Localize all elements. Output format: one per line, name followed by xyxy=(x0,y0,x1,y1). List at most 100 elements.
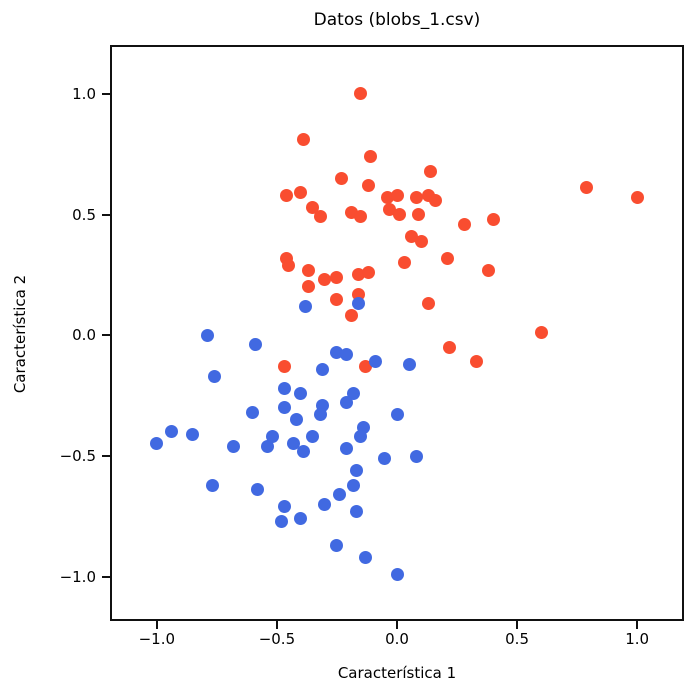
data-point-cluster-blue xyxy=(251,483,265,497)
data-point-cluster-red xyxy=(296,133,310,147)
data-point-cluster-red xyxy=(361,266,375,279)
data-point-cluster-red xyxy=(280,188,294,202)
y-tick-mark xyxy=(102,213,110,216)
data-point-cluster-red xyxy=(354,210,368,224)
data-point-cluster-blue xyxy=(164,425,178,439)
data-point-cluster-blue xyxy=(207,369,221,383)
data-point-cluster-red xyxy=(457,217,471,231)
data-point-cluster-red xyxy=(390,188,404,202)
data-point-cluster-blue xyxy=(378,451,392,465)
data-point-cluster-blue xyxy=(299,299,313,313)
y-tick-label: −1.0 xyxy=(59,567,96,586)
data-point-cluster-red xyxy=(330,270,344,284)
data-point-cluster-red xyxy=(330,292,344,306)
data-point-cluster-red xyxy=(364,150,378,164)
data-point-cluster-blue xyxy=(330,538,344,552)
x-tick-label: −1.0 xyxy=(138,630,176,648)
data-point-cluster-blue xyxy=(205,478,219,492)
x-tick-label: 1.0 xyxy=(625,630,650,648)
data-point-cluster-red xyxy=(361,179,375,193)
data-point-cluster-blue xyxy=(200,328,214,342)
data-point-cluster-red xyxy=(301,280,315,294)
data-point-cluster-red xyxy=(412,208,426,222)
data-point-cluster-red xyxy=(397,256,411,270)
data-point-cluster-blue xyxy=(390,567,404,581)
data-point-cluster-blue xyxy=(352,297,366,311)
data-point-cluster-red xyxy=(294,186,308,200)
data-point-cluster-blue xyxy=(277,401,291,415)
y-tick-label: 1.0 xyxy=(72,84,96,103)
data-point-cluster-blue xyxy=(354,430,368,444)
x-tick-mark xyxy=(396,621,398,629)
data-point-cluster-red xyxy=(409,191,423,205)
data-point-cluster-blue xyxy=(359,550,373,564)
data-point-cluster-red xyxy=(481,263,495,277)
data-point-cluster-blue xyxy=(349,464,363,478)
y-tick-label: 0.0 xyxy=(72,326,96,345)
data-point-cluster-blue xyxy=(294,386,308,400)
data-point-cluster-red xyxy=(580,181,594,195)
x-tick-label: 0.5 xyxy=(505,630,529,648)
data-point-cluster-blue xyxy=(260,439,274,453)
data-point-cluster-blue xyxy=(313,408,327,422)
x-tick-label: 0.0 xyxy=(385,630,409,648)
data-point-cluster-red xyxy=(354,87,368,101)
data-point-cluster-red xyxy=(301,263,315,277)
x-tick-mark xyxy=(275,621,278,629)
data-point-cluster-red xyxy=(282,258,296,272)
data-point-cluster-blue xyxy=(340,396,354,410)
data-point-cluster-blue xyxy=(306,430,320,444)
data-point-cluster-red xyxy=(534,326,548,340)
data-point-cluster-blue xyxy=(409,449,423,463)
data-point-cluster-red xyxy=(424,164,438,178)
data-point-cluster-blue xyxy=(318,497,332,511)
y-tick-label: −0.5 xyxy=(59,447,96,466)
y-tick-mark xyxy=(102,92,110,95)
data-point-cluster-red xyxy=(428,193,442,207)
data-point-cluster-red xyxy=(313,210,327,224)
data-point-cluster-red xyxy=(630,191,644,205)
data-point-cluster-red xyxy=(469,355,483,369)
data-point-cluster-red xyxy=(335,171,349,185)
data-point-cluster-red xyxy=(440,251,454,265)
data-point-cluster-red xyxy=(421,297,435,311)
data-point-cluster-blue xyxy=(340,348,354,362)
y-axis-label: Característica 2 xyxy=(11,274,29,394)
x-tick-mark xyxy=(155,621,158,629)
x-tick-mark xyxy=(516,621,519,629)
data-point-cluster-red xyxy=(486,212,500,226)
data-point-cluster-blue xyxy=(332,488,346,502)
data-point-cluster-red xyxy=(344,309,358,323)
data-point-cluster-red xyxy=(443,340,457,354)
data-point-cluster-blue xyxy=(296,444,310,458)
data-point-cluster-blue xyxy=(186,427,200,441)
data-point-cluster-blue xyxy=(340,442,354,456)
data-point-cluster-blue xyxy=(265,430,279,444)
data-point-cluster-red xyxy=(318,273,332,287)
data-point-cluster-blue xyxy=(349,505,363,519)
data-point-cluster-red xyxy=(392,208,406,222)
data-point-cluster-blue xyxy=(227,439,241,453)
data-point-cluster-blue xyxy=(277,381,291,395)
data-point-cluster-blue xyxy=(347,478,361,492)
data-point-cluster-blue xyxy=(390,408,404,422)
data-point-cluster-blue xyxy=(294,512,308,526)
data-point-cluster-blue xyxy=(368,355,382,369)
data-point-cluster-red xyxy=(277,360,291,374)
chart-title: Datos (blobs_1.csv) xyxy=(313,10,481,30)
data-point-cluster-red xyxy=(414,234,428,248)
data-point-cluster-blue xyxy=(316,362,330,376)
x-tick-label: −0.5 xyxy=(258,630,296,648)
y-tick-mark xyxy=(102,455,110,458)
data-point-cluster-blue xyxy=(150,437,164,451)
data-point-cluster-blue xyxy=(289,413,303,427)
dot-layer xyxy=(110,45,684,621)
data-point-cluster-blue xyxy=(402,357,416,371)
data-point-cluster-blue xyxy=(277,500,291,514)
data-point-cluster-blue xyxy=(275,514,289,528)
y-tick-label: 0.5 xyxy=(72,205,96,224)
x-tick-mark xyxy=(636,621,639,629)
data-point-cluster-blue xyxy=(246,406,260,420)
y-tick-mark xyxy=(102,334,110,337)
